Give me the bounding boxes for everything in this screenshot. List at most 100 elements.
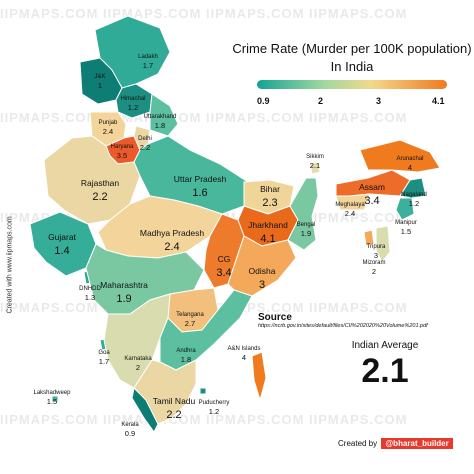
credit-left: Created with www.iipmaps.com <box>6 216 14 314</box>
label-value-himachal: 1.2 <box>128 103 138 112</box>
label-value-tripura: 3 <box>374 251 378 260</box>
label-name-haryana: Haryana <box>111 144 134 150</box>
label-value-uttarakhand: 1.8 <box>155 121 165 130</box>
region-aandn-islands <box>251 351 267 402</box>
average-label: Indian Average <box>351 340 419 351</box>
label-name-goa: Goa <box>98 350 110 356</box>
legend-tick-2: 2 <box>318 96 324 106</box>
label-name-ladakh: Ladakh <box>138 54 158 60</box>
label-name-puducherry: Puducherry <box>199 400 230 406</box>
label-name-maharashtra: Maharashtra <box>100 280 148 290</box>
title-line-2: In India <box>330 59 374 74</box>
legend-tick-min: 0.9 <box>257 96 270 106</box>
label-name-tamil-nadu: Tamil Nadu <box>153 396 196 406</box>
region-puducherry <box>199 387 207 395</box>
label-value-karnataka: 2 <box>136 363 140 372</box>
label-value-mizoram: 2 <box>372 267 376 276</box>
label-value-rajasthan: 2.2 <box>92 191 107 203</box>
label-value-andhra: 1.8 <box>181 355 191 364</box>
label-name-dnhdd: DNHDD <box>79 286 101 292</box>
title-line-1: Crime Rate (Murder per 100K population) <box>232 41 472 56</box>
label-name-himachal: Himachal <box>120 96 145 102</box>
label-name-cg: CG <box>218 254 231 264</box>
average-value: 2.1 <box>361 352 409 390</box>
label-name-nagaland: Nagaland <box>401 192 427 198</box>
map-title: Crime Rate (Murder per 100K population) … <box>232 40 472 76</box>
label-value-sikkim: 2.1 <box>310 161 320 170</box>
label-name-meghalaya: Meghalaya <box>335 202 365 208</box>
source-label: Source <box>258 312 292 323</box>
label-name-manipur: Manipur <box>395 220 417 226</box>
region-lakshadweep <box>51 395 59 403</box>
label-value-cg: 3.4 <box>216 267 231 279</box>
source-url[interactable]: https://ncrb.gov.in/sites/default/files/… <box>258 323 428 329</box>
label-value-dnhdd: 1.3 <box>85 293 95 302</box>
label-value-nagaland: 1.2 <box>409 199 419 208</box>
label-value-ladakh: 1.7 <box>143 61 153 70</box>
label-value-kerala: 0.9 <box>125 429 135 438</box>
label-name-mizoram: Mizoram <box>362 260 385 266</box>
label-value-maharashtra: 1.9 <box>116 293 131 305</box>
label-value-arunachal: 4 <box>408 163 412 172</box>
label-name-odisha: Odisha <box>249 266 276 276</box>
label-name-telangana: Telangana <box>176 312 204 318</box>
credit-right: Created by @bharat_builder <box>338 438 453 449</box>
label-value-goa: 1.7 <box>99 357 109 366</box>
label-name-assam: Assam <box>359 182 385 192</box>
label-name-madhya-pradesh: Madhya Pradesh <box>140 228 205 238</box>
credit-handle[interactable]: @bharat_builder <box>381 438 453 449</box>
label-name-aandn-islands: A&N Islands <box>227 346 260 352</box>
label-name-rajasthan: Rajasthan <box>81 178 120 188</box>
region-karnataka <box>103 293 171 389</box>
label-value-meghalaya: 2.4 <box>345 209 355 218</box>
label-value-manipur: 1.5 <box>401 227 411 236</box>
label-name-uttar-pradesh: Uttar Pradesh <box>174 174 227 184</box>
region-arunachal <box>359 139 441 173</box>
legend-tick-max: 4.1 <box>432 96 445 106</box>
label-value-puducherry: 1.2 <box>209 407 219 416</box>
watermark-row: IIPMAPS.COM IIPMAPS.COM IIPMAPS.COM IIPM… <box>0 412 408 427</box>
region-sikkim <box>309 161 321 175</box>
region-bengal <box>287 177 319 251</box>
label-value-aandn-islands: 4 <box>242 353 246 362</box>
label-value-assam: 3.4 <box>364 195 379 207</box>
label-name-tripura: Tripura <box>367 244 386 250</box>
label-name-lakshadweep: Lakshadweep <box>33 390 71 396</box>
region-mizoram <box>375 225 391 263</box>
label-value-odisha: 3 <box>259 279 265 291</box>
label-name-sikkim: Sikkim <box>306 154 324 160</box>
label-value-tamil-nadu: 2.2 <box>166 409 181 421</box>
label-value-lakshadweep: 1.5 <box>47 397 57 406</box>
legend-gradient-bar <box>257 80 447 89</box>
label-value-bengal: 1.9 <box>301 229 311 238</box>
credit-prefix: Created by <box>338 439 378 448</box>
label-value-madhya-pradesh: 2.4 <box>164 241 179 253</box>
label-value-haryana: 3.5 <box>117 151 127 160</box>
label-name-jharkhand: Jharkhand <box>248 220 288 230</box>
label-name-uttarakhand: Uttarakhand <box>144 114 177 120</box>
region-tripura <box>363 229 375 247</box>
region-nagaland <box>399 177 427 199</box>
region-manipur <box>395 197 415 221</box>
label-value-jharkhand: 4.1 <box>260 233 275 245</box>
label-value-punjab: 2.4 <box>103 127 113 136</box>
label-value-telangana: 2.7 <box>185 319 195 328</box>
label-name-delhi: Delhi <box>138 136 152 142</box>
label-name-karnataka: Karnataka <box>124 356 152 362</box>
label-value-delhi: 2.2 <box>140 143 150 152</box>
label-value-jandk: 1 <box>98 81 102 90</box>
label-value-uttar-pradesh: 1.6 <box>192 187 207 199</box>
label-name-andhra: Andhra <box>176 348 196 354</box>
legend-tick-3: 3 <box>376 96 382 106</box>
watermark-row: IIPMAPS.COM IIPMAPS.COM IIPMAPS.COM IIPM… <box>0 6 408 21</box>
label-name-bihar: Bihar <box>260 184 280 194</box>
label-name-kerala: Kerala <box>121 422 139 428</box>
label-name-gujarat: Gujarat <box>48 232 77 242</box>
label-value-bihar: 2.3 <box>262 197 277 209</box>
region-meghalaya <box>335 193 371 211</box>
label-name-jandk: J&K <box>94 74 105 80</box>
label-name-bengal: Bengal <box>297 222 316 228</box>
label-name-punjab: Punjab <box>99 120 118 126</box>
